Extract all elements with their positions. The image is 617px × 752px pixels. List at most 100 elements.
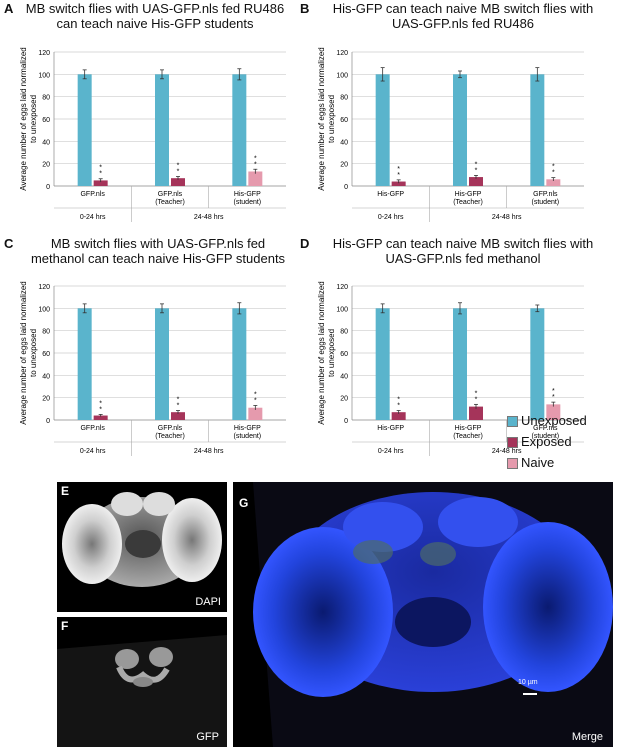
bar-unexposed — [453, 308, 467, 420]
star: * — [475, 167, 478, 174]
y-tick-label: 80 — [42, 329, 50, 336]
panel-title-d-line1: His-GFP can teach naive MB switch flies … — [332, 236, 594, 251]
y-axis-label-line1: Average number of eggs laid normalized — [317, 47, 326, 191]
panel-label-c: C — [4, 236, 14, 251]
x-category-label-line1: His-GFP — [377, 425, 404, 432]
x-category-label-line2: (student) — [234, 433, 262, 440]
y-tick-label: 80 — [42, 95, 50, 102]
star: * — [254, 155, 257, 162]
star: * — [254, 391, 257, 398]
panel-title-d: His-GFP can teach naive MB switch flies … — [313, 236, 613, 266]
bar-unexposed — [232, 74, 247, 186]
y-axis-label-line1: Average number of eggs laid normalized — [19, 281, 28, 425]
time-label-0-24: 0-24 hrs — [80, 448, 106, 455]
star: * — [475, 390, 478, 397]
star: * — [475, 396, 478, 403]
x-category-label: GFP.nls — [80, 191, 105, 198]
significance-stars: * * — [397, 166, 400, 179]
panel-label-d: D — [300, 236, 310, 251]
x-category-label-line1: GFP.nls — [158, 191, 183, 198]
panel-label-a: A — [4, 1, 14, 16]
bar-exposed — [93, 415, 108, 420]
star: * — [254, 397, 257, 404]
bar-unexposed — [453, 74, 467, 186]
significance-stars: * * — [254, 155, 257, 168]
bar-unexposed — [155, 74, 169, 186]
y-axis-label-line2: to unexposed — [327, 329, 336, 377]
y-axis-label-line2: to unexposed — [29, 95, 38, 143]
significance-stars: * * — [397, 397, 400, 410]
bar-unexposed — [232, 308, 247, 420]
x-category-label-line1: GFP.nls — [158, 425, 183, 432]
image-panel-f-gfp: F GFP — [57, 617, 227, 747]
scale-bar-label: 10 µm — [518, 679, 538, 686]
panel-title-b-line1: His-GFP can teach naive MB switch flies … — [332, 1, 594, 16]
y-axis-label: Average number of eggs laid normalizedto… — [19, 281, 38, 425]
y-tick-label: 80 — [340, 329, 348, 336]
y-tick-label: 120 — [38, 50, 50, 57]
bar-exposed — [391, 412, 406, 420]
bar-exposed — [469, 406, 483, 420]
star: * — [99, 171, 102, 178]
y-tick-label: 0 — [344, 184, 348, 191]
x-category-label: His-GFP (student) — [234, 425, 262, 440]
y-tick-label: 0 — [46, 418, 50, 425]
star: * — [99, 165, 102, 172]
bar-unexposed — [530, 308, 545, 420]
x-category-label: GFP.nls (Teacher) — [155, 191, 185, 206]
x-category-label-line1: His-GFP — [234, 191, 261, 198]
x-category-label-line2: (student) — [532, 433, 560, 440]
significance-stars: * * — [177, 397, 180, 410]
x-category-label-line1: His-GFP — [455, 191, 482, 198]
star: * — [552, 394, 555, 401]
significance-stars: * * — [254, 391, 257, 404]
time-label-0-24: 0-24 hrs — [378, 448, 404, 455]
x-category-label-line2: (Teacher) — [453, 433, 483, 440]
star: * — [177, 397, 180, 404]
significance-stars: * * — [99, 400, 102, 413]
dapi-brain-image — [62, 492, 222, 587]
x-category-label: His-GFP (Teacher) — [453, 425, 483, 440]
panel-label-f: F — [61, 619, 69, 633]
y-axis-label-line1: Average number of eggs laid normalized — [19, 47, 28, 191]
x-category-label-line1: GFP.nls — [533, 191, 558, 198]
time-label-0-24: 0-24 hrs — [80, 214, 106, 221]
y-tick-label: 60 — [340, 117, 348, 124]
panel-label-b: B — [300, 1, 310, 16]
y-tick-label: 100 — [38, 306, 50, 313]
y-tick-label: 40 — [340, 139, 348, 146]
image-panel-g-merge: G 10 µm Merge — [233, 482, 613, 747]
x-category-label: GFP.nls (student) — [532, 191, 560, 206]
x-category-label-line2: (student) — [532, 199, 560, 206]
legend-label-naive: Naive — [521, 455, 555, 470]
y-tick-label: 40 — [42, 139, 50, 146]
significance-stars: * * — [475, 390, 478, 403]
y-axis-label-line1: Average number of eggs laid normalized — [317, 281, 326, 425]
star: * — [397, 403, 400, 410]
legend-label-unexposed: Unexposed — [521, 413, 587, 428]
y-tick-label: 0 — [46, 184, 50, 191]
y-tick-label: 80 — [340, 95, 348, 102]
y-axis-label: Average number of eggs laid normalizedto… — [317, 47, 336, 191]
time-label-24-48: 24-48 hrs — [194, 448, 224, 455]
x-category-label: His-GFP (Teacher) — [453, 191, 483, 206]
bar-unexposed — [155, 308, 169, 420]
x-category-label-line2: (student) — [234, 199, 262, 206]
bar-naive — [248, 407, 263, 420]
significance-stars: * * — [99, 165, 102, 178]
star: * — [552, 170, 555, 177]
bar-unexposed — [375, 74, 390, 186]
significance-stars: * * — [552, 164, 555, 177]
y-axis-label-line2: to unexposed — [29, 329, 38, 377]
y-tick-label: 120 — [336, 284, 348, 291]
star: * — [552, 388, 555, 395]
panel-title-c-line2: methanol can teach naive His-GFP student… — [30, 251, 286, 266]
caption-dapi: DAPI — [195, 596, 221, 608]
y-tick-label: 20 — [42, 396, 50, 403]
y-tick-label: 100 — [38, 72, 50, 79]
panel-title-b-line2: UAS-GFP.nls fed RU486 — [391, 16, 535, 31]
x-category-label-line1: His-GFP — [455, 425, 482, 432]
image-panel-e-dapi: E DAPI — [57, 482, 227, 612]
y-tick-label: 40 — [42, 373, 50, 380]
star: * — [99, 400, 102, 407]
